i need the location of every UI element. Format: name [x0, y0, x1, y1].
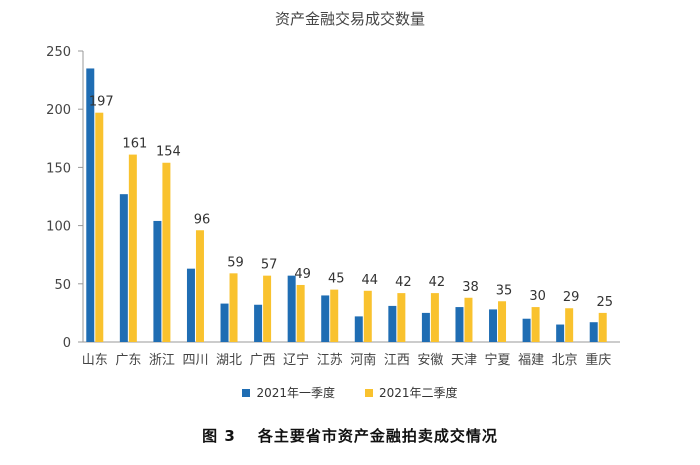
x-tick-label: 安徽	[417, 353, 443, 368]
chart-title: 资产金融交易成交数量	[274, 10, 425, 28]
chart-legend: 2021年一季度 2021年二季度	[0, 384, 700, 401]
bar-2	[128, 154, 137, 342]
bar-2	[498, 301, 507, 342]
y-tick-label: 200	[46, 103, 71, 118]
bar-1	[455, 307, 464, 342]
figure-caption: 图 3 各主要省市资产金融拍卖成交情况	[0, 425, 700, 446]
chart-bars	[86, 68, 607, 343]
y-tick-label: 250	[46, 45, 71, 60]
bar-1	[119, 194, 128, 342]
data-label: 161	[122, 137, 147, 152]
legend-label-series-2: 2021年二季度	[379, 386, 458, 400]
x-tick-label: 辽宁	[283, 352, 309, 368]
chart-labels: 197 山东 161 广东 154 浙江 96 四川 59 湖北 57 广西 49 辽宁 45 江苏 44 河南 4…	[82, 95, 613, 368]
data-label: 154	[156, 145, 181, 160]
data-label: 30	[529, 289, 546, 304]
x-tick-label: 福建	[518, 353, 544, 368]
y-tick-label: 0	[63, 336, 71, 351]
x-tick-label: 重庆	[585, 352, 611, 368]
bar-1	[186, 268, 195, 342]
bar-1	[354, 316, 363, 342]
x-tick-label: 广西	[250, 353, 276, 368]
x-tick-label: 湖北	[216, 353, 242, 368]
bar-1	[153, 220, 162, 342]
data-label: 25	[596, 295, 613, 310]
x-tick-label: 江苏	[317, 352, 343, 368]
data-label: 42	[429, 275, 446, 290]
legend-item-series-2: 2021年二季度	[365, 384, 458, 401]
bar-2	[531, 307, 540, 342]
bar-1	[522, 318, 531, 342]
bar-2	[162, 162, 171, 342]
x-tick-label: 北京	[552, 353, 578, 368]
y-tick-label: 100	[46, 220, 71, 235]
x-tick-label: 宁夏	[485, 352, 511, 368]
x-tick-label: 四川	[182, 353, 208, 368]
data-label: 57	[261, 258, 278, 273]
bar-1	[421, 312, 430, 342]
bar-chart: 0 50 100 150 200 250 197 山东 161 广东 154 浙江 96 四川 59 湖北 5…	[46, 45, 620, 368]
bar-2	[464, 297, 473, 342]
data-label: 38	[462, 280, 479, 295]
legend-item-series-1: 2021年一季度	[242, 384, 335, 401]
data-label: 29	[563, 290, 580, 305]
bar-2	[430, 293, 439, 342]
legend-swatch-series-1	[242, 388, 251, 397]
bar-1	[556, 324, 565, 342]
bar-1	[287, 275, 296, 342]
x-tick-label: 山东	[82, 353, 108, 368]
chart-axes: 0 50 100 150 200 250	[46, 45, 620, 351]
y-tick-label: 50	[54, 278, 71, 293]
bar-2	[363, 290, 372, 342]
bar-1	[321, 295, 330, 342]
data-label: 45	[328, 272, 345, 287]
data-label: 197	[89, 95, 114, 110]
figure-number: 图 3	[202, 427, 236, 445]
data-label: 42	[395, 275, 412, 290]
bar-2	[330, 289, 339, 342]
x-tick-label: 浙江	[149, 353, 175, 368]
y-tick-label: 150	[46, 161, 71, 176]
bar-1	[254, 304, 263, 342]
data-label: 44	[362, 273, 379, 288]
bar-2	[229, 273, 238, 342]
bar-1	[489, 309, 498, 342]
x-tick-label: 江西	[384, 353, 410, 368]
data-label: 96	[194, 212, 211, 227]
bar-1	[86, 68, 95, 343]
bar-2	[195, 230, 204, 342]
bar-2	[397, 293, 406, 342]
legend-swatch-series-2	[365, 388, 373, 397]
legend-label-series-1: 2021年一季度	[256, 386, 335, 400]
bar-2	[565, 308, 574, 342]
x-tick-label: 天津	[451, 353, 477, 368]
bar-2	[598, 312, 607, 342]
bar-1	[388, 305, 397, 342]
x-tick-label: 河南	[350, 352, 376, 368]
bar-2	[296, 284, 305, 342]
bar-2	[263, 275, 272, 342]
figure-caption-text: 各主要省市资产金融拍卖成交情况	[257, 427, 498, 445]
bar-1	[220, 303, 229, 342]
bar-2	[95, 112, 104, 342]
x-tick-label: 广东	[115, 353, 141, 368]
data-label: 35	[496, 283, 513, 298]
data-label: 49	[294, 267, 311, 282]
bar-1	[589, 322, 598, 342]
data-label: 59	[227, 255, 244, 270]
